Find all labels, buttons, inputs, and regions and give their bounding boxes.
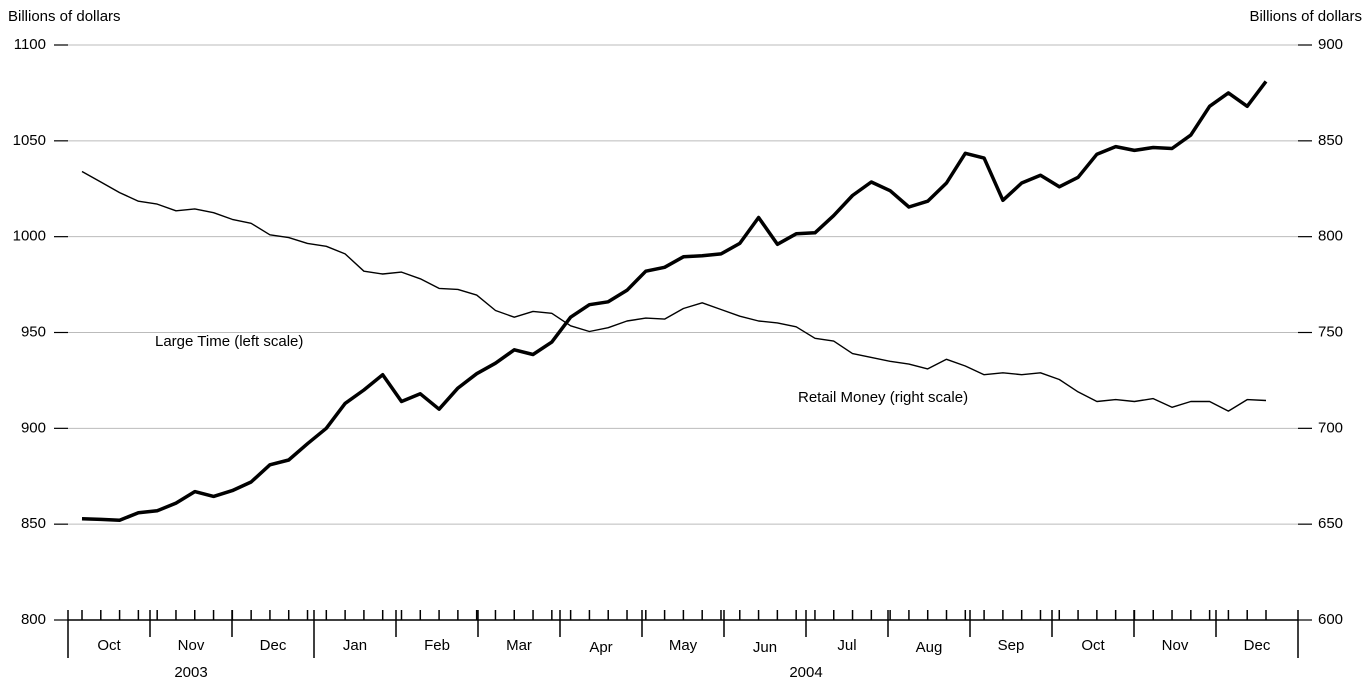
series-line xyxy=(81,80,1268,523)
y-tick-label: 1000 xyxy=(13,228,46,245)
y2-tick-label: 900 xyxy=(1318,36,1343,53)
month-label: Sep xyxy=(998,637,1025,654)
month-label: Dec xyxy=(1244,637,1271,654)
y-tick-label: 950 xyxy=(21,323,46,340)
month-label: Jun xyxy=(753,639,777,656)
series-label: Retail Money (right scale) xyxy=(798,389,968,406)
y2-tick-label: 650 xyxy=(1318,515,1343,532)
series-label: Large Time (left scale) xyxy=(155,333,303,350)
y2-tick-label: 700 xyxy=(1318,419,1343,436)
series-line xyxy=(81,170,1267,412)
y2-tick-label: 750 xyxy=(1318,323,1343,340)
y2-tick-label: 850 xyxy=(1318,132,1343,149)
y-tick-label: 1100 xyxy=(14,36,46,53)
y-tick-label: 800 xyxy=(21,611,46,628)
month-label: Jan xyxy=(343,637,367,654)
month-label: May xyxy=(669,637,698,654)
y2-axis-label: Billions of dollars xyxy=(1249,8,1362,25)
month-label: Apr xyxy=(589,639,612,656)
y-tick-label: 1050 xyxy=(13,132,46,149)
month-label: Feb xyxy=(424,637,450,654)
y2-tick-label: 600 xyxy=(1318,611,1343,628)
year-label: 2004 xyxy=(789,664,822,681)
month-label: Nov xyxy=(178,637,205,654)
y-tick-label: 900 xyxy=(21,419,46,436)
month-label: Mar xyxy=(506,637,532,654)
y2-tick-label: 800 xyxy=(1318,228,1343,245)
month-label: Dec xyxy=(260,637,287,654)
month-label: Nov xyxy=(1162,637,1189,654)
month-label: Oct xyxy=(1081,637,1105,654)
month-label: Aug xyxy=(916,639,943,656)
month-label: Jul xyxy=(837,637,856,654)
y-axis-label: Billions of dollars xyxy=(8,8,121,25)
y-tick-label: 850 xyxy=(21,515,46,532)
month-label: Oct xyxy=(97,637,121,654)
year-label: 2003 xyxy=(174,664,207,681)
